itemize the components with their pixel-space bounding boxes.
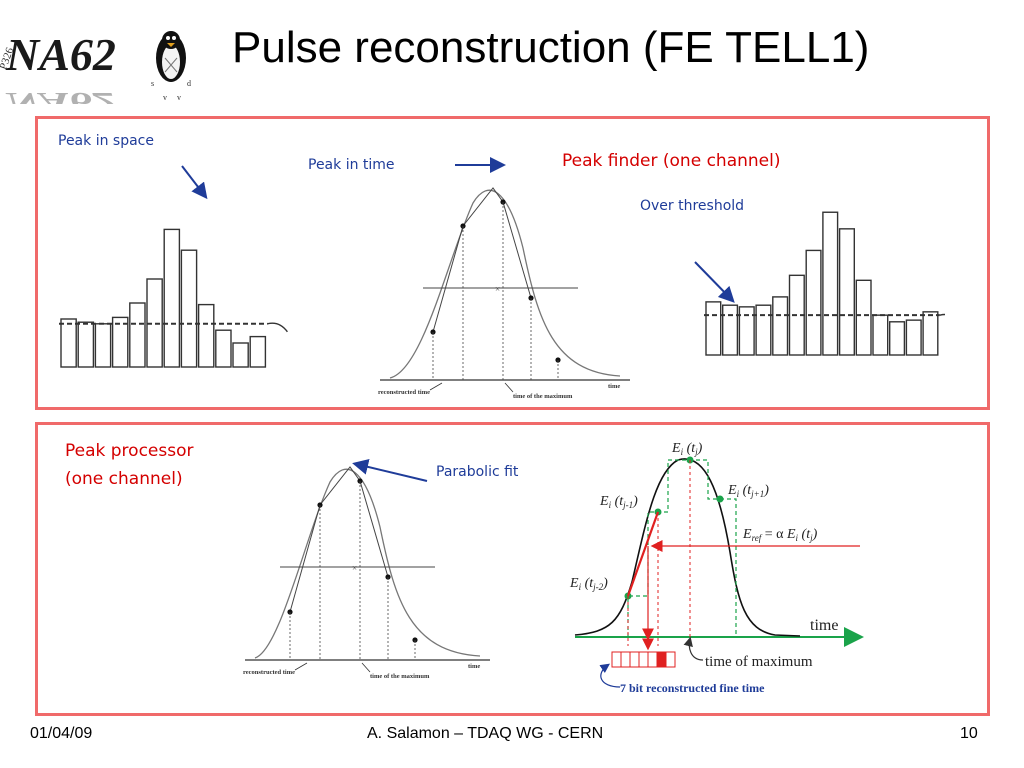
axis-label-time-of-maximum: time of the maximum [513, 393, 573, 400]
svg-text:s: s [151, 79, 154, 88]
fine-time-bit [638, 651, 649, 668]
axis-label-time: time [468, 663, 480, 670]
histogram-bar [249, 335, 267, 368]
pulse-curve [254, 468, 481, 659]
histogram-bar [215, 329, 232, 368]
sample-point [555, 357, 561, 363]
svg-text:×: × [495, 284, 500, 294]
fine-time-bit [611, 651, 622, 668]
sample-polyline [289, 466, 389, 613]
histogram-bar [77, 321, 95, 368]
fine-time-bit [665, 651, 676, 668]
logo-reflection: NA62 [5, 87, 116, 104]
pulse-plot-top: × reconstructed time time of the maximum ti… [378, 187, 630, 400]
axis-label-time-of-maximum: time of the maximum [370, 673, 430, 680]
histogram-bar [922, 311, 939, 356]
histogram-bar [180, 249, 198, 368]
svg-text:×: × [352, 563, 357, 573]
histogram-bar [111, 316, 129, 368]
histogram-bar [805, 249, 822, 356]
histogram-bar [197, 303, 215, 368]
histogram-right [704, 211, 945, 356]
threshold-arrow [694, 261, 735, 303]
na62-logo: NA62 NA62 P326 s d v v [0, 29, 191, 104]
fine-time-label: 7 bit reconstructed fine time [620, 681, 765, 695]
pulse-plot-bottom: × reconstructed time time of the maximum ti… [243, 466, 490, 680]
histogram-bar [838, 228, 856, 356]
histogram-bar [822, 211, 839, 356]
page-title: Pulse reconstruction (FE TELL1) [232, 23, 870, 72]
interp-line [626, 511, 660, 597]
histogram-left [59, 228, 288, 368]
svg-text:v: v [177, 93, 181, 102]
parabolic-fit-label: Parabolic fit [436, 464, 519, 480]
over-threshold-label: Over threshold [640, 198, 745, 214]
histogram-bar [772, 296, 789, 356]
axis-label-time: time [608, 383, 620, 390]
histogram-bar [129, 302, 146, 368]
space-arrow [181, 165, 208, 200]
label-ej: Ei (tj) [671, 441, 703, 457]
histogram-bar [905, 319, 922, 356]
histogram-bar [888, 321, 906, 356]
peak-processor-panel [35, 422, 990, 716]
histogram-bar [722, 304, 739, 356]
peak-in-time-label: Peak in time [308, 157, 395, 173]
sample-dot [716, 495, 724, 503]
histogram-bar [705, 301, 722, 356]
histogram-bar [855, 279, 872, 356]
axis-label-reconstructed-time: reconstructed time [243, 669, 295, 676]
histogram-bar [738, 306, 755, 356]
fine-time-bits [611, 651, 676, 668]
label-ejm1: Ei (tj-1) [599, 494, 638, 510]
footer-page-number: 10 [960, 725, 978, 742]
peak-processor-heading-1: Peak processor [65, 441, 194, 461]
time-of-maximum-label: time of maximum [705, 654, 813, 670]
histogram-bar [60, 318, 77, 368]
peak-processor-heading-2: (one channel) [65, 469, 183, 489]
label-ejm2: Ei (tj-2) [569, 576, 608, 592]
axis-label-reconstructed-time: reconstructed time [378, 389, 430, 396]
sample-polyline [432, 187, 532, 333]
fine-time-bit [647, 651, 658, 668]
label-ejp1: Ei (tj+1) [727, 483, 769, 499]
peak-finder-heading: Peak finder (one channel) [562, 151, 781, 171]
sample-point [430, 329, 436, 335]
time-axis-label: time [810, 617, 838, 634]
fine-time-bit [656, 651, 667, 668]
fine-time-bit [629, 651, 640, 668]
footer-author: A. Salamon – TDAQ WG - CERN [367, 725, 604, 742]
histogram-bar [163, 228, 181, 368]
svg-text:v: v [163, 93, 167, 102]
fine-time-diagram: time Ei (tj) Ei (tj-1) Ei (tj+1) Ei (tj-… [569, 441, 864, 695]
peak-in-space-label: Peak in space [58, 133, 154, 149]
histogram-bar [232, 342, 249, 368]
fine-time-bit [620, 651, 631, 668]
label-eref: Eref = α Ei (tj) [742, 527, 818, 543]
penguin-icon: s d v v [151, 31, 191, 102]
svg-text:d: d [187, 79, 191, 88]
footer-date: 01/04/09 [30, 725, 93, 742]
fit-arrow [352, 459, 428, 482]
logo-text: NA62 [5, 29, 116, 80]
histogram-bar [755, 304, 772, 356]
